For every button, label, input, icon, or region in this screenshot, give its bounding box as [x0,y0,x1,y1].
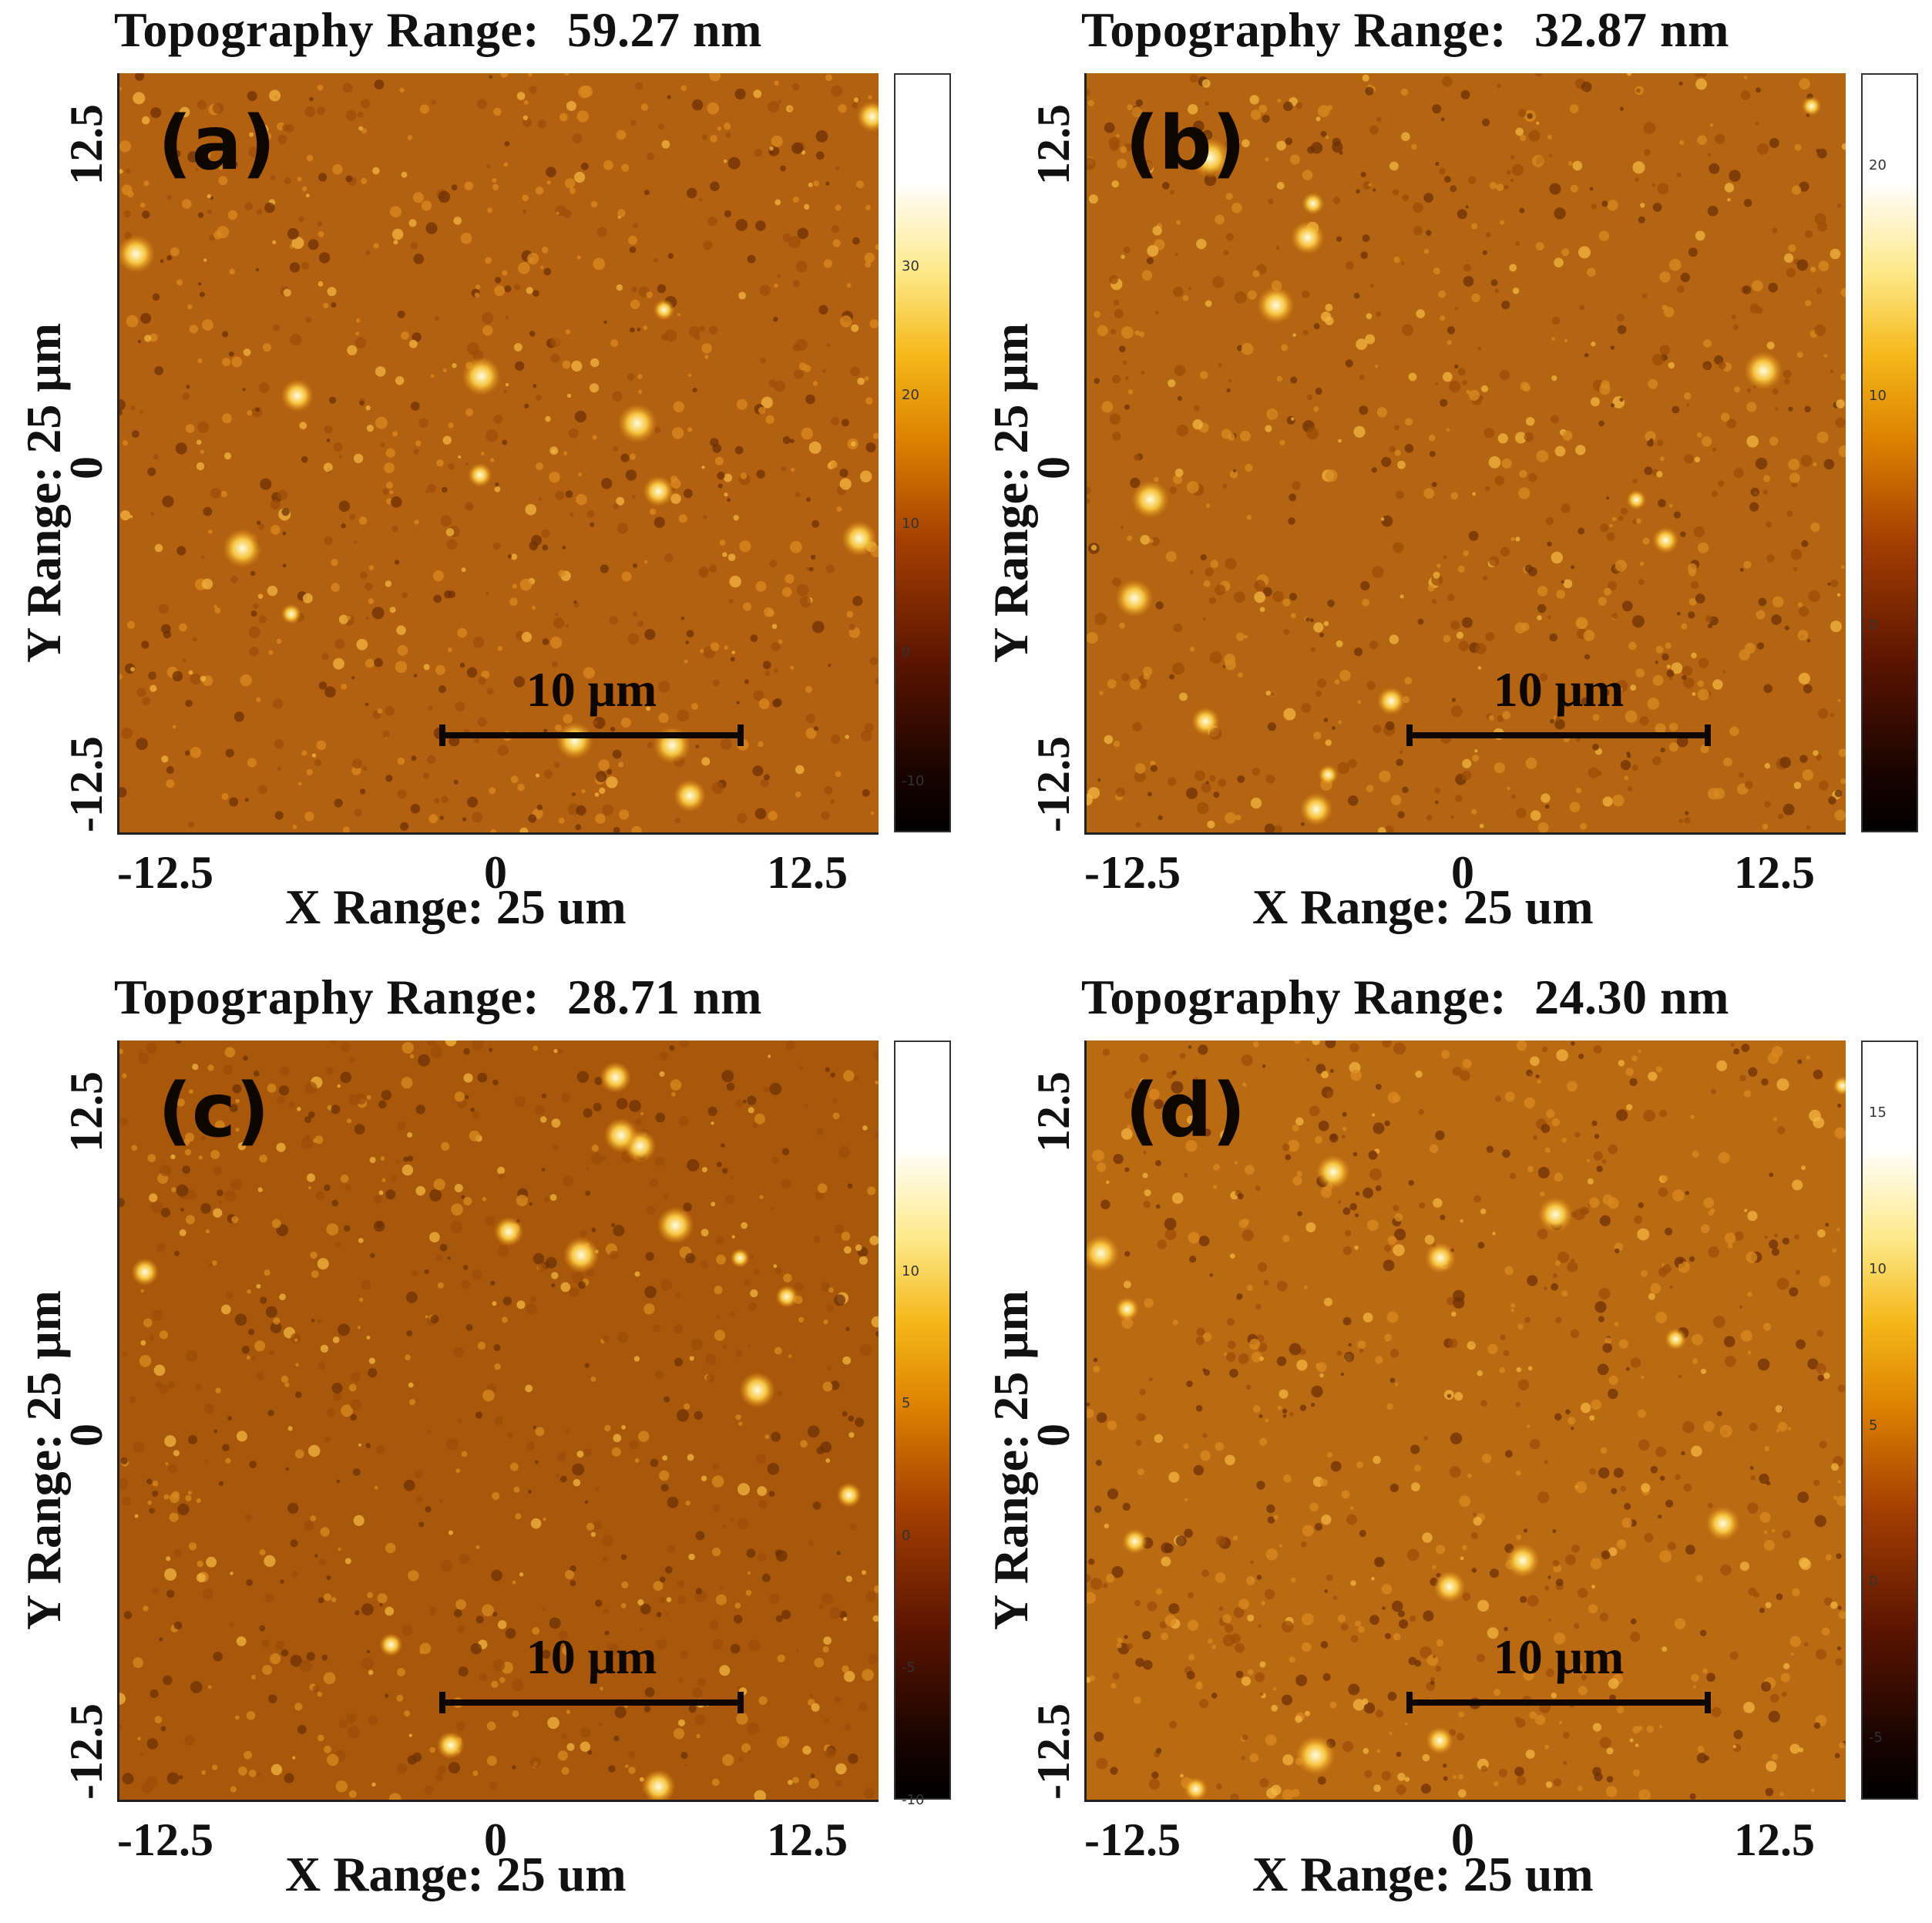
colorbar-tick: 0 [902,644,911,661]
x-tick: 12.5 [767,1814,848,1865]
scalebar-label: 10 μm [526,662,657,717]
y-axis-line [117,1041,119,1802]
scalebar-label: 10 μm [526,1629,657,1684]
colorbar-tick: 30 [902,258,919,274]
x-axis-line [1087,832,1846,835]
y-axis-label: Y Range: 25 μm [16,1290,71,1630]
colorbar-tick: -5 [902,1659,916,1676]
colorbar-tick: 0 [902,1528,911,1544]
x-axis-label: X Range: 25 um [285,879,627,934]
scalebar [439,724,744,746]
colorbar-tick: 10 [902,1263,919,1279]
panel-title: Topography Range: 32.87 nm [1081,2,1729,57]
y-tick: -12.5 [1028,736,1079,832]
scalebar [1406,724,1711,746]
x-axis-line [119,1800,879,1802]
x-tick: 12.5 [1734,1814,1815,1865]
colorbar-tick: 10 [1869,1261,1887,1277]
colorbar-tick: 10 [902,516,919,532]
colorbar-tick: 20 [902,387,919,403]
y-axis-line [1084,1041,1087,1802]
panel-title: Topography Range: 24.30 nm [1081,970,1729,1024]
y-tick: -12.5 [61,1703,112,1800]
x-tick: 0 [484,847,507,898]
colorbar [894,73,951,832]
colorbar-tick: 5 [1869,1417,1878,1434]
colorbar [1861,1041,1918,1800]
y-tick: 12.5 [61,1071,112,1152]
scalebar-label: 10 μm [1493,1629,1625,1684]
panel-letter: (a) [158,100,276,187]
x-axis-label: X Range: 25 um [1252,1847,1594,1901]
y-axis-label: Y Range: 25 μm [983,1290,1038,1630]
x-tick: 0 [484,1814,507,1865]
afm-topography-image: (b) [1087,73,1846,832]
panel-title: Topography Range: 28.71 nm [114,970,762,1024]
colorbar-tick: 15 [1869,1104,1887,1121]
afm-topography-image: (d) [1087,1041,1846,1800]
colorbar-tick: -10 [902,773,925,789]
panel-title: Topography Range: 59.27 nm [114,2,762,57]
scalebar [1406,1692,1711,1713]
colorbar-tick: -10 [902,1792,925,1808]
colorbar-tick: 10 [1869,388,1887,404]
colorbar-tick: -5 [1869,1730,1883,1746]
x-tick: -12.5 [117,847,213,898]
x-tick: 12.5 [1734,847,1815,898]
y-tick: 12.5 [1028,104,1079,185]
y-tick: 12.5 [1028,1071,1079,1152]
colorbar-tick: 5 [902,1395,911,1411]
colorbar-tick: 0 [1869,1573,1878,1589]
y-axis-line [117,73,119,835]
y-tick: -12.5 [61,736,112,832]
colorbar [1861,73,1918,832]
x-tick: -12.5 [117,1814,213,1865]
afm-panel-b: Topography Range: 32.87 nm (b) 10 μm 20 10… [967,0,1930,956]
colorbar-tick: 0 [1869,617,1878,634]
x-axis-line [119,832,879,835]
scalebar [439,1692,744,1713]
x-tick: -12.5 [1084,1814,1181,1865]
colorbar [894,1041,951,1800]
panel-letter: (d) [1125,1067,1246,1154]
panel-letter: (b) [1125,100,1246,187]
x-axis-label: X Range: 25 um [1252,879,1594,934]
colorbar-tick: 20 [1869,157,1887,173]
afm-panel-a: Topography Range: 59.27 nm (a) 10 μm 30 20… [0,0,963,956]
x-tick: -12.5 [1084,847,1181,898]
y-tick: -12.5 [1028,1703,1079,1800]
x-axis-line [1087,1800,1846,1802]
x-tick: 0 [1451,847,1474,898]
x-tick: 12.5 [767,847,848,898]
panel-letter: (c) [158,1067,270,1154]
scalebar-label: 10 μm [1493,662,1625,717]
y-axis-label: Y Range: 25 μm [983,323,1038,663]
afm-topography-image: (a) [119,73,879,832]
y-tick: 12.5 [61,104,112,185]
afm-topography-image: (c) [119,1041,879,1800]
y-axis-label: Y Range: 25 μm [16,323,71,663]
afm-panel-d: Topography Range: 24.30 nm (d) 10 μm 15 10… [967,967,1930,1923]
x-tick: 0 [1451,1814,1474,1865]
x-axis-label: X Range: 25 um [285,1847,627,1901]
y-axis-line [1084,73,1087,835]
afm-panel-c: Topography Range: 28.71 nm (c) 10 μm 10 5 0… [0,967,963,1923]
